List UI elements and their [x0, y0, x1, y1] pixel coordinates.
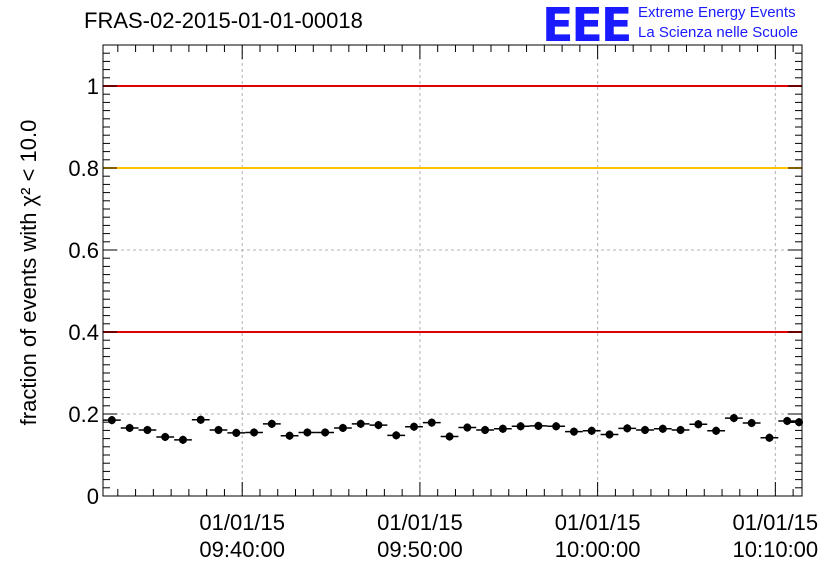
y-tick-label: 1: [87, 74, 99, 99]
data-point: [481, 425, 490, 434]
data-point: [587, 426, 596, 435]
data-point: [729, 414, 738, 423]
data-point: [463, 423, 472, 432]
data-point: [409, 422, 418, 431]
data-point: [641, 425, 650, 434]
data-point: [303, 428, 312, 437]
data-point: [107, 416, 116, 425]
data-point: [143, 425, 152, 434]
data-point: [267, 419, 276, 428]
eee-logo-mark: EEE: [542, 0, 632, 52]
data-point: [694, 420, 703, 429]
y-tick-label: 0.6: [68, 238, 99, 263]
x-tick-label-time: 10:00:00: [555, 537, 641, 562]
data-point: [623, 424, 632, 433]
data-point: [676, 425, 685, 434]
data-point: [356, 419, 365, 428]
data-point: [765, 433, 774, 442]
data-point: [569, 427, 578, 436]
x-tick-label-time: 09:50:00: [377, 537, 463, 562]
data-point: [321, 428, 330, 437]
data-point: [374, 421, 383, 430]
data-point: [285, 431, 294, 440]
data-point: [516, 422, 525, 431]
x-tick-label-time: 09:40:00: [199, 537, 285, 562]
data-point: [125, 423, 134, 432]
data-point: [338, 423, 347, 432]
data-point: [196, 415, 205, 424]
x-tick-label-date: 01/01/15: [199, 510, 285, 535]
data-point: [498, 424, 507, 433]
data-point: [783, 416, 792, 425]
data-point: [795, 418, 804, 427]
data-point: [534, 421, 543, 430]
x-tick-label-time: 10:10:00: [733, 537, 819, 562]
data-point: [214, 425, 223, 434]
data-point: [747, 419, 756, 428]
data-point: [605, 430, 614, 439]
y-tick-label: 0.4: [68, 320, 99, 345]
x-tick-label-date: 01/01/15: [377, 510, 463, 535]
plot-frame: [102, 44, 803, 497]
data-point: [427, 418, 436, 427]
x-tick-label-date: 01/01/15: [555, 510, 641, 535]
chart-title: FRAS-02-2015-01-01-00018: [84, 8, 363, 33]
data-point: [178, 435, 187, 444]
y-tick-label: 0.8: [68, 156, 99, 181]
logo-text-line2: La Scienza nelle Scuole: [638, 24, 799, 41]
data-point: [658, 424, 667, 433]
y-axis-label: fraction of events with χ² < 10.0: [16, 120, 41, 426]
x-tick-label-date: 01/01/15: [733, 510, 819, 535]
data-point: [552, 422, 561, 431]
data-point: [232, 428, 241, 437]
y-tick-label: 0.2: [68, 402, 99, 427]
eee-logo: EEE Extreme Energy Events La Scienza nel…: [542, 0, 832, 52]
data-point: [712, 426, 721, 435]
logo-text-line1: Extreme Energy Events: [638, 4, 796, 21]
data-point: [445, 432, 454, 441]
y-tick-label: 0: [87, 484, 99, 509]
data-point: [250, 428, 259, 437]
data-point: [161, 432, 170, 441]
data-point: [392, 431, 401, 440]
